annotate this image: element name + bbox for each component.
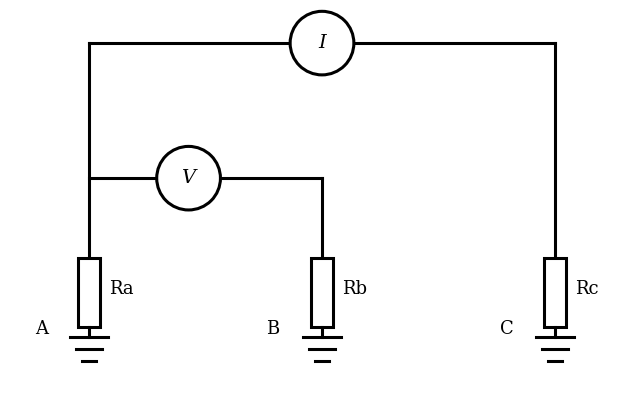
Text: Rc: Rc bbox=[575, 280, 598, 298]
Bar bbox=[78, 257, 100, 327]
Bar bbox=[544, 257, 566, 327]
Text: A: A bbox=[35, 320, 48, 338]
Text: B: B bbox=[265, 320, 279, 338]
Text: Rb: Rb bbox=[342, 280, 367, 298]
Text: I: I bbox=[318, 34, 326, 52]
Text: C: C bbox=[500, 320, 514, 338]
Circle shape bbox=[156, 146, 220, 210]
Text: Ra: Ra bbox=[109, 280, 133, 298]
Text: V: V bbox=[182, 169, 196, 187]
Circle shape bbox=[290, 11, 354, 75]
Bar bbox=[311, 257, 333, 327]
